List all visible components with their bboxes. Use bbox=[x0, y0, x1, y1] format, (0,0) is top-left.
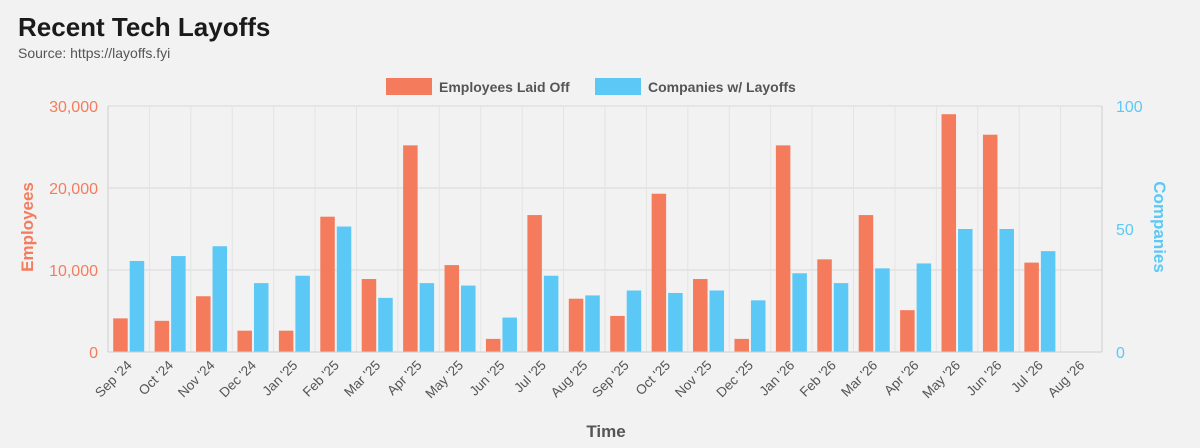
bar-companies[interactable] bbox=[253, 283, 269, 352]
bar-employees[interactable] bbox=[237, 330, 252, 352]
x-tick-label: May '25 bbox=[422, 358, 466, 402]
legend[interactable]: Employees Laid Off Companies w/ Layoffs bbox=[386, 78, 796, 95]
bar-employees[interactable] bbox=[527, 215, 542, 352]
x-tick-label: Apr '26 bbox=[881, 358, 922, 399]
bar-companies[interactable] bbox=[833, 283, 849, 352]
x-tick-label: Aug '25 bbox=[548, 358, 591, 401]
x-tick-label: Dec '25 bbox=[713, 358, 756, 401]
bar-employees[interactable] bbox=[444, 265, 460, 352]
bar-employees[interactable] bbox=[900, 310, 915, 352]
bar-employees[interactable] bbox=[775, 145, 791, 352]
legend-label: Employees Laid Off bbox=[439, 79, 570, 95]
x-tick-label: Feb '25 bbox=[300, 358, 342, 400]
bar-companies[interactable] bbox=[585, 295, 600, 352]
bar-employees[interactable] bbox=[982, 134, 998, 352]
bar-companies[interactable] bbox=[502, 317, 517, 352]
bar-companies[interactable] bbox=[171, 256, 186, 352]
x-tick-label: Jun '26 bbox=[963, 358, 1004, 399]
bar-companies[interactable] bbox=[709, 290, 725, 353]
bar-employees[interactable] bbox=[196, 296, 211, 352]
x-tick-label: Dec '24 bbox=[216, 357, 259, 400]
x-tick-label: Mar '26 bbox=[838, 358, 880, 400]
x-tick-label: Jan '26 bbox=[756, 358, 797, 399]
x-tick-label: Jul '26 bbox=[1008, 358, 1046, 396]
bar-companies[interactable] bbox=[916, 263, 932, 352]
legend-item-employees[interactable]: Employees Laid Off bbox=[386, 78, 570, 95]
bar-employees[interactable] bbox=[1024, 262, 1039, 352]
y-tick-label-right: 100 bbox=[1116, 99, 1143, 116]
chart-title: Recent Tech Layoffs bbox=[18, 12, 271, 42]
bar-companies[interactable] bbox=[1040, 251, 1056, 352]
x-tick-label: Oct '24 bbox=[136, 357, 177, 398]
bar-employees[interactable] bbox=[693, 279, 708, 352]
x-axis-title: Time bbox=[586, 422, 625, 441]
bar-employees[interactable] bbox=[568, 298, 584, 352]
bar-employees[interactable] bbox=[113, 318, 128, 352]
bar-companies[interactable] bbox=[792, 273, 807, 352]
bar-employees[interactable] bbox=[817, 259, 832, 352]
y-tick-label-right: 50 bbox=[1116, 222, 1134, 239]
bar-employees[interactable] bbox=[734, 338, 749, 352]
x-tick-label: Nov '25 bbox=[672, 358, 715, 401]
bar-companies[interactable] bbox=[295, 275, 310, 352]
bar-companies[interactable] bbox=[875, 268, 890, 352]
bar-companies[interactable] bbox=[668, 292, 683, 352]
bar-employees[interactable] bbox=[941, 114, 957, 352]
bar-companies[interactable] bbox=[999, 229, 1014, 352]
y-axis-title-right: Companies bbox=[1150, 181, 1169, 273]
y-tick-label-left: 0 bbox=[89, 345, 98, 362]
bar-companies[interactable] bbox=[543, 275, 559, 352]
legend-swatch bbox=[386, 78, 432, 95]
bar-companies[interactable] bbox=[336, 226, 352, 352]
bar-employees[interactable] bbox=[651, 193, 667, 352]
x-tick-label: Jan '25 bbox=[259, 358, 300, 399]
x-tick-label: Jul '25 bbox=[511, 358, 549, 396]
bar-employees[interactable] bbox=[610, 315, 625, 352]
bar-employees[interactable] bbox=[403, 145, 418, 352]
x-tick-label: Aug '26 bbox=[1045, 358, 1088, 401]
bar-companies[interactable] bbox=[958, 229, 973, 352]
x-tick-label: Mar '25 bbox=[341, 358, 383, 400]
bar-companies[interactable] bbox=[626, 290, 642, 353]
chart-subtitle: Source: https://layoffs.fyi bbox=[18, 45, 171, 61]
y-tick-label-left: 10,000 bbox=[49, 263, 98, 280]
legend-label: Companies w/ Layoffs bbox=[648, 79, 796, 95]
x-tick-label: Sep '25 bbox=[589, 358, 632, 401]
bar-employees[interactable] bbox=[858, 215, 874, 352]
x-tick-label: Feb '26 bbox=[797, 358, 839, 400]
bar-companies[interactable] bbox=[461, 285, 476, 352]
bar-employees[interactable] bbox=[320, 216, 335, 352]
bar-employees[interactable] bbox=[361, 279, 377, 352]
bar-companies[interactable] bbox=[212, 246, 228, 352]
bar-companies[interactable] bbox=[378, 297, 393, 352]
y-tick-label-right: 0 bbox=[1116, 345, 1125, 362]
x-tick-label: Jun '25 bbox=[466, 358, 507, 399]
x-tick-label: May '26 bbox=[919, 358, 963, 402]
y-tick-label-left: 30,000 bbox=[49, 99, 98, 116]
x-tick-label: Nov '24 bbox=[175, 357, 218, 400]
legend-swatch bbox=[595, 78, 641, 95]
bar-employees[interactable] bbox=[278, 330, 294, 352]
bar-companies[interactable] bbox=[750, 300, 766, 352]
y-axis-title-left: Employees bbox=[18, 182, 37, 272]
bar-companies[interactable] bbox=[419, 283, 435, 352]
bar-employees[interactable] bbox=[154, 320, 170, 352]
bar-employees[interactable] bbox=[485, 338, 501, 352]
legend-item-companies[interactable]: Companies w/ Layoffs bbox=[595, 78, 796, 95]
bars-group bbox=[113, 114, 1056, 353]
bar-companies[interactable] bbox=[129, 260, 145, 352]
y-tick-label-left: 20,000 bbox=[49, 181, 98, 198]
x-tick-label: Sep '24 bbox=[92, 357, 135, 400]
x-tick-label: Apr '25 bbox=[384, 358, 425, 399]
x-tick-label: Oct '25 bbox=[633, 358, 674, 399]
